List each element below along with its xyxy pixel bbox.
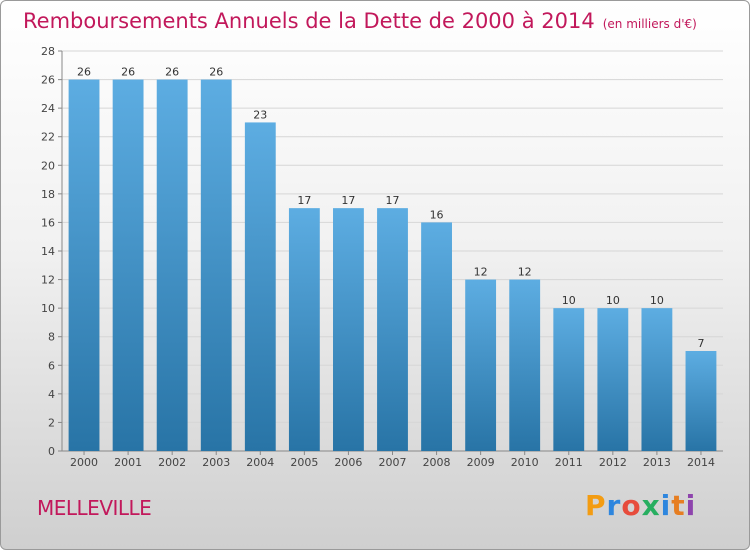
logo-letter: o [621,489,642,522]
y-tick-label: 20 [41,159,55,172]
x-tick-label: 2009 [467,456,495,469]
bar [685,351,717,451]
x-tick-label: 2014 [687,456,715,469]
logo-letter: i [660,489,672,522]
x-tick-label: 2007 [379,456,407,469]
bar [377,208,408,451]
x-tick-label: 2001 [114,456,142,469]
bars [68,79,717,452]
proxiti-logo: Proxiti [585,489,696,522]
bar-value-label: 12 [474,266,488,279]
unit-note: (en milliers d'€) [602,17,697,31]
y-tick-label: 14 [41,245,55,258]
bar-value-label: 26 [209,66,223,79]
x-tick-label: 2011 [555,456,583,469]
bar [288,208,320,451]
bar-value-label: 10 [606,294,620,307]
x-tick-label: 2002 [158,456,186,469]
y-tick-label: 4 [48,388,55,401]
x-tick-label: 2005 [290,456,318,469]
city-name: MELLEVILLE [37,496,152,520]
x-tick-label: 2004 [246,456,274,469]
bar [641,308,673,451]
bar [421,222,452,451]
logo-letter: r [606,489,622,522]
bar-value-label: 17 [386,194,400,207]
logo-letter: P [585,489,607,522]
y-tick-label: 0 [48,445,55,458]
bar-value-label: 17 [297,194,311,207]
labels: 0246810121416182022242628262000262001262… [41,45,715,469]
bar-value-label: 23 [253,108,267,121]
y-tick-label: 18 [41,188,55,201]
bar-value-label: 26 [165,66,179,79]
bar-value-label: 26 [77,66,91,79]
y-tick-label: 28 [41,45,55,58]
bar [465,279,497,451]
y-tick-label: 2 [48,416,55,429]
bar-value-label: 26 [121,66,135,79]
x-tick-label: 2013 [643,456,671,469]
y-tick-label: 24 [41,102,55,115]
x-tick-label: 2003 [202,456,230,469]
x-tick-label: 2008 [423,456,451,469]
y-tick-label: 22 [41,131,55,144]
logo-letter: t [671,489,686,522]
bar [597,308,629,451]
bar-value-label: 10 [562,294,576,307]
bar [156,79,188,452]
bar [553,308,585,451]
bar [333,208,364,451]
logo-letter: x [641,489,661,522]
bar [68,79,100,452]
bar-value-label: 16 [430,208,444,221]
bar [112,79,144,452]
y-tick-label: 10 [41,302,55,315]
bar-value-label: 10 [650,294,664,307]
chart-title: Remboursements Annuels de la Dette de 20… [23,9,697,33]
y-tick-label: 26 [41,74,55,87]
bar [509,279,541,451]
bar-value-label: 7 [697,337,704,350]
y-tick-label: 6 [48,359,55,372]
bar-value-label: 17 [341,194,355,207]
x-tick-label: 2012 [599,456,627,469]
x-tick-label: 2000 [70,456,98,469]
y-tick-label: 12 [41,274,55,287]
logo-letter: i [685,489,697,522]
bar-value-label: 12 [518,266,532,279]
x-tick-label: 2010 [511,456,539,469]
bar [244,122,276,451]
x-tick-label: 2006 [334,456,362,469]
y-tick-label: 16 [41,216,55,229]
y-tick-label: 8 [48,331,55,344]
chart-title-text: Remboursements Annuels de la Dette de 20… [23,9,595,33]
bar [200,79,232,452]
